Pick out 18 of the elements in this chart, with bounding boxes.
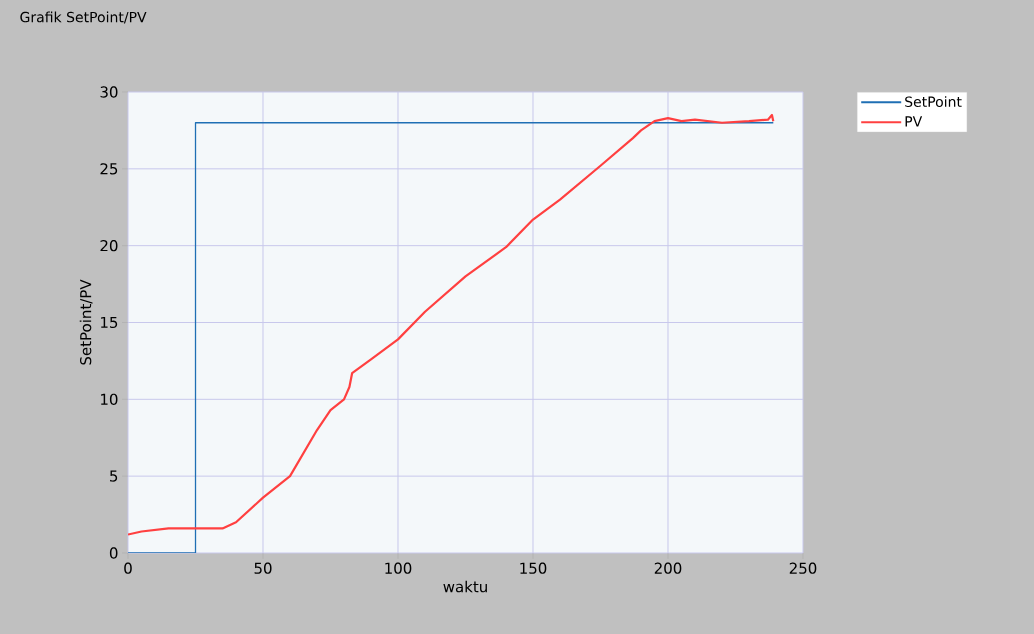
y-tick-label: 30 <box>100 86 118 98</box>
x-tick-label: 50 <box>254 562 272 574</box>
x-axis-title: waktu <box>443 580 487 593</box>
chart-title: Grafik SetPoint/PV <box>20 11 147 24</box>
y-tick-label: 15 <box>101 316 118 329</box>
x-tick-label: 150 <box>520 562 547 574</box>
y-tick-label: 5 <box>110 470 118 482</box>
y-axis-title: SetPoint/PV <box>79 279 93 365</box>
legend-label: SetPoint <box>905 96 962 108</box>
y-tick-label: 20 <box>100 239 118 252</box>
y-tick-label: 10 <box>101 393 118 405</box>
y-tick-label: 0 <box>109 547 118 559</box>
legend-label: PV <box>905 116 923 127</box>
y-tick-label: 25 <box>100 163 118 175</box>
x-tick-label: 0 <box>124 562 132 574</box>
x-tick-label: 250 <box>789 562 817 574</box>
x-tick-label: 200 <box>654 562 682 574</box>
x-tick-label: 100 <box>385 562 412 574</box>
